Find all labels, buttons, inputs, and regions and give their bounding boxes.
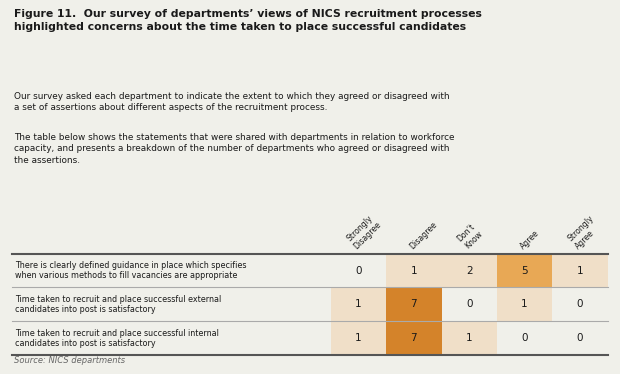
Bar [497,288,552,321]
Text: 0: 0 [466,300,472,309]
Bar [497,254,552,288]
Text: Agree: Agree [518,228,541,251]
Text: 2: 2 [466,266,472,276]
Bar [441,254,497,288]
Text: 0: 0 [577,333,583,343]
Bar [497,321,552,355]
Text: 1: 1 [521,300,528,309]
Bar [386,321,441,355]
Bar [441,321,497,355]
Text: 1: 1 [410,266,417,276]
Bar [331,254,386,288]
Bar [386,288,441,321]
Text: Source: NICS departments: Source: NICS departments [14,356,125,365]
Text: There is clearly defined guidance in place which specifies
when various methods : There is clearly defined guidance in pla… [16,261,247,280]
Text: Don’t
Know: Don’t Know [456,222,484,251]
Bar [552,288,608,321]
Text: 0: 0 [577,300,583,309]
Text: 7: 7 [410,333,417,343]
Bar [331,321,386,355]
Bar [331,288,386,321]
Bar [386,254,441,288]
Text: 1: 1 [577,266,583,276]
Text: Our survey asked each department to indicate the extent to which they agreed or : Our survey asked each department to indi… [14,92,449,112]
Text: Strongly
Agree: Strongly Agree [566,214,603,251]
Text: Strongly
Disagree: Strongly Disagree [345,212,383,251]
Text: 1: 1 [466,333,472,343]
Text: Figure 11.  Our survey of departments’ views of NICS recruitment processes
highl: Figure 11. Our survey of departments’ vi… [14,9,482,32]
Text: 1: 1 [355,333,362,343]
Bar [552,254,608,288]
Text: 1: 1 [355,300,362,309]
Text: Disagree: Disagree [407,220,438,251]
Bar [552,321,608,355]
Text: Time taken to recruit and place successful external
candidates into post is sati: Time taken to recruit and place successf… [16,295,221,314]
Text: 0: 0 [521,333,528,343]
Text: Time taken to recruit and place successful internal
candidates into post is sati: Time taken to recruit and place successf… [16,329,219,348]
Bar [441,288,497,321]
Text: 5: 5 [521,266,528,276]
Text: 7: 7 [410,300,417,309]
Text: The table below shows the statements that were shared with departments in relati: The table below shows the statements tha… [14,133,454,165]
Text: 0: 0 [355,266,361,276]
